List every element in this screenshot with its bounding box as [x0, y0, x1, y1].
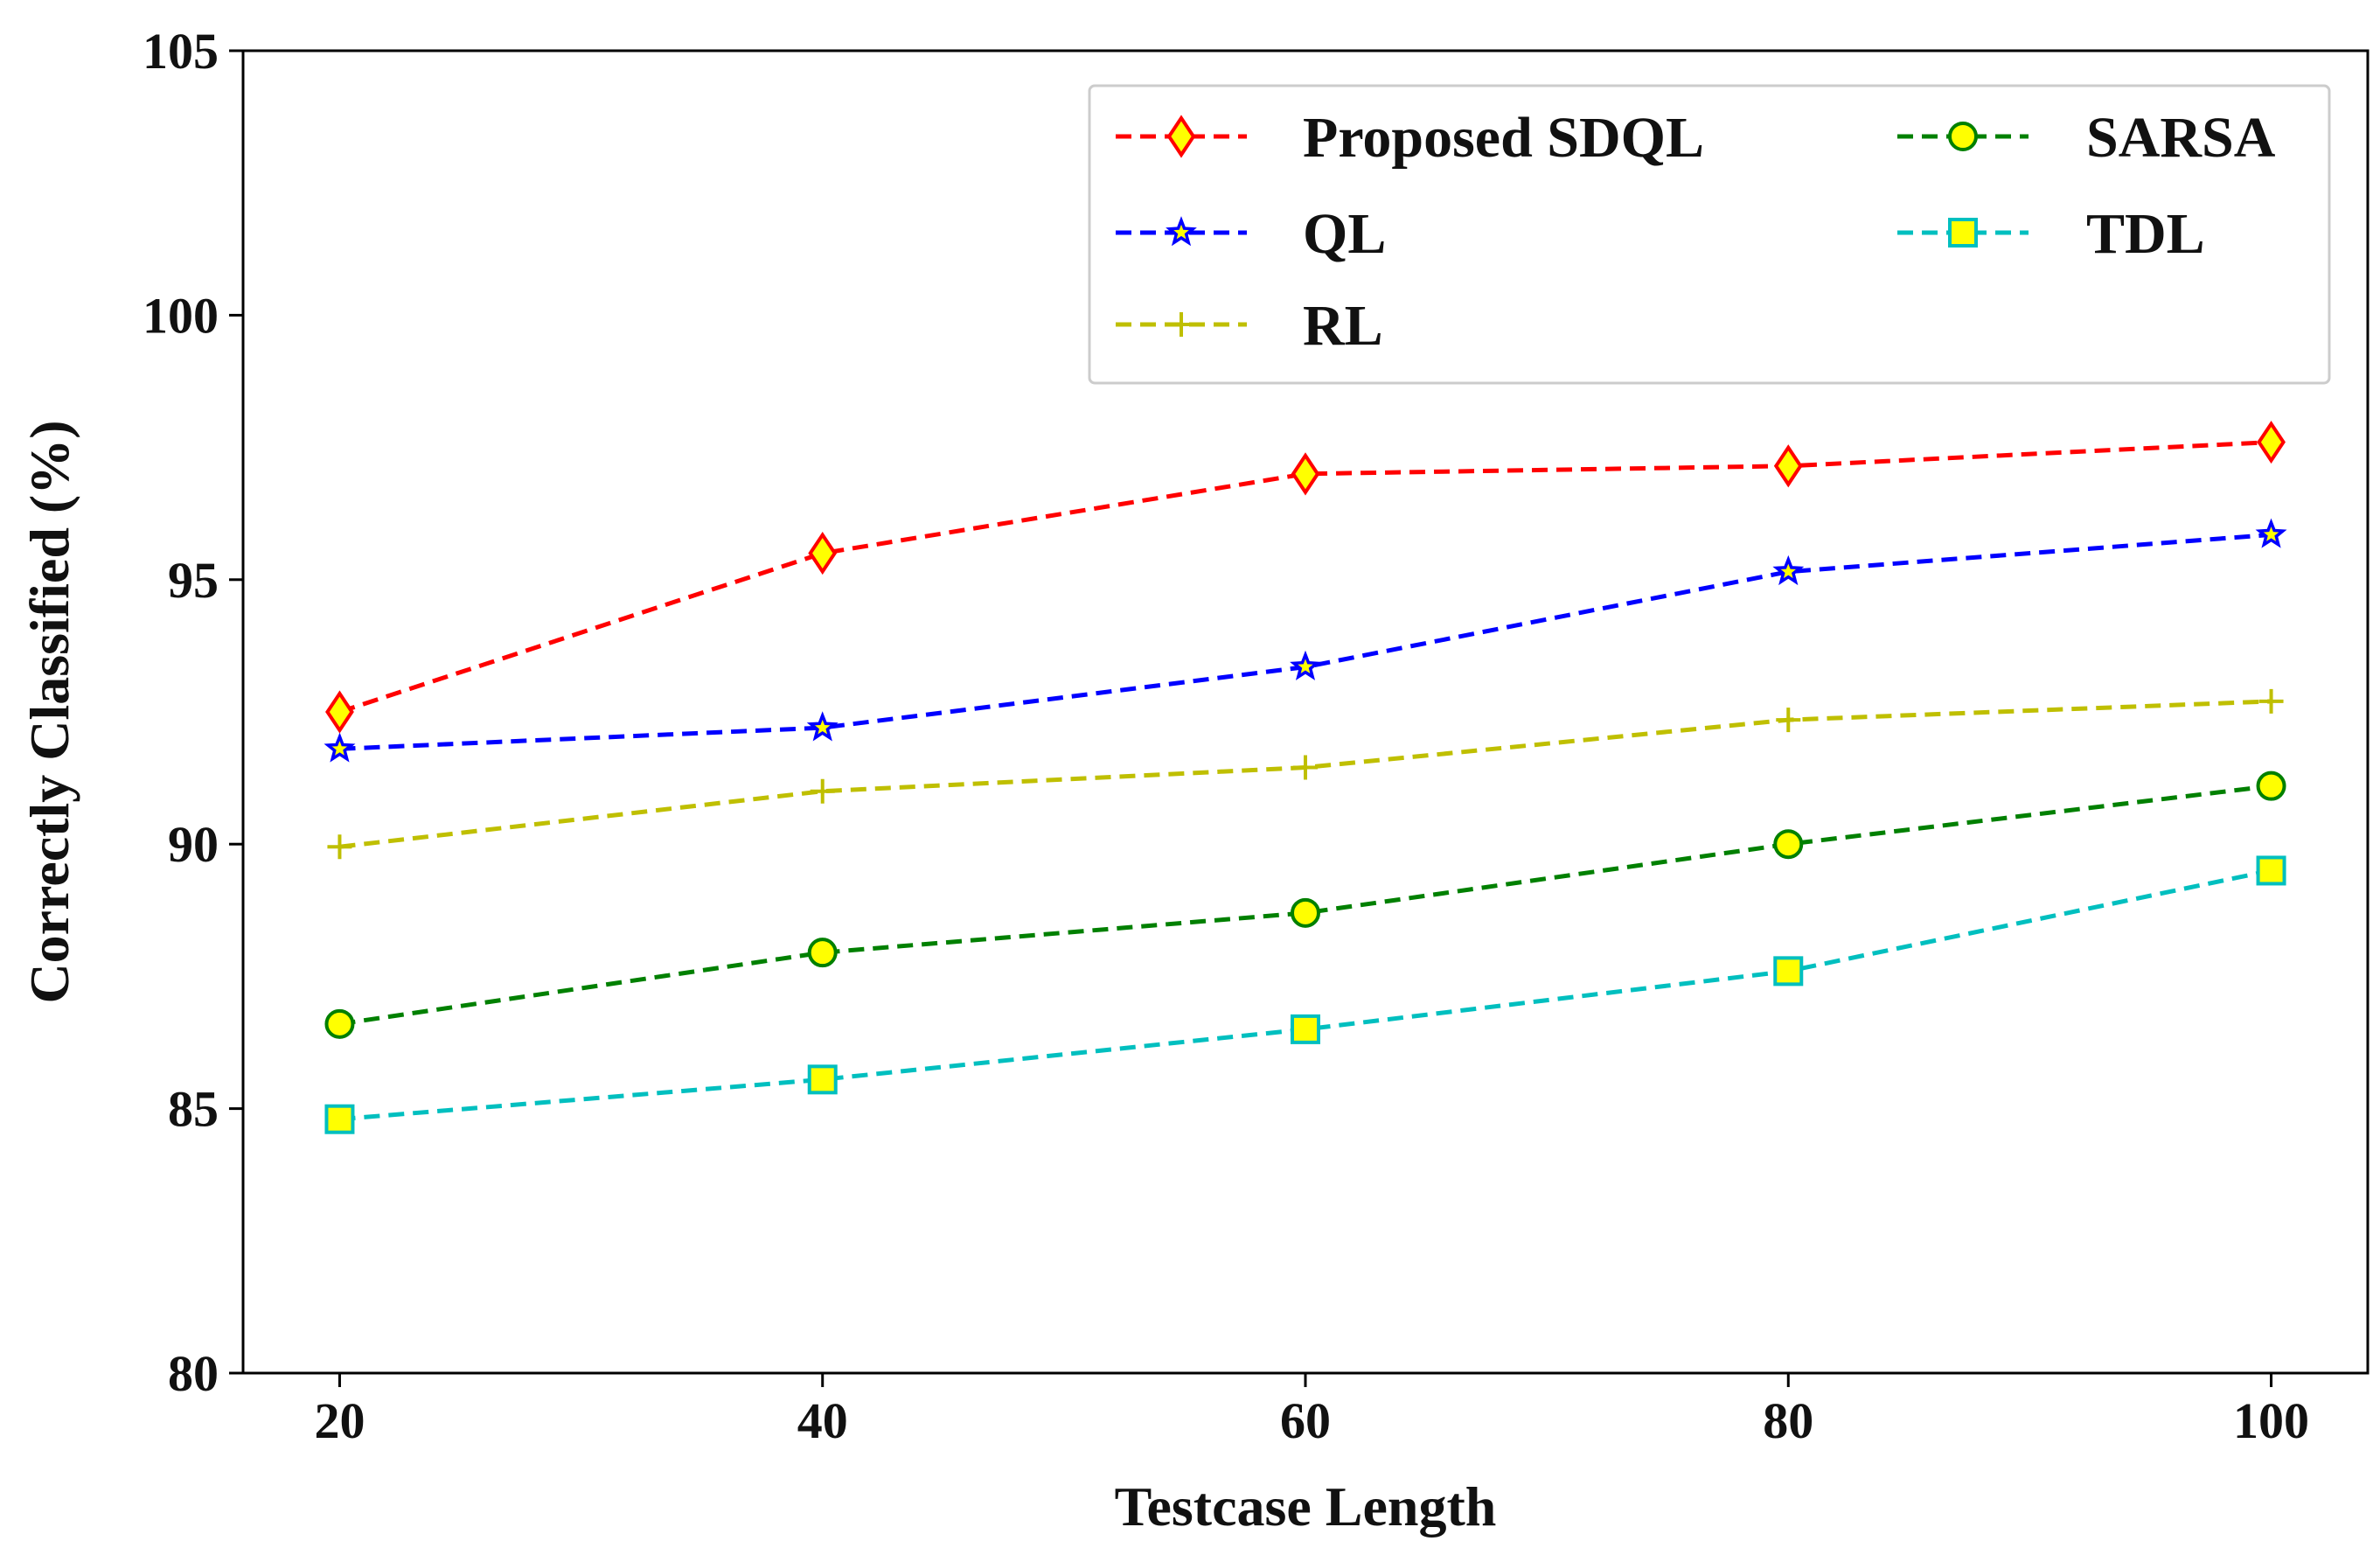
y-tick-label: 105 — [143, 23, 219, 80]
series-line-sarsa — [339, 784, 2272, 1027]
legend-box — [1088, 84, 2331, 385]
data-point-proposed-sdql — [1773, 444, 1803, 488]
x-tick-label: 20 — [314, 1392, 365, 1449]
y-axis-title: Correctly Classified (%) — [18, 420, 80, 1003]
legend-entry-ql: QL — [1116, 202, 1386, 266]
legend-label: TDL — [2086, 202, 2205, 266]
legend-entry-tdl: TDL — [1897, 202, 2205, 266]
legend-entry-rl: RL — [1116, 294, 1383, 358]
data-point-ql — [1772, 554, 1805, 586]
legend-marker-proposed-sdql — [1166, 115, 1196, 158]
x-axis-title: Testcase Length — [1115, 1475, 1497, 1538]
data-point-sarsa — [2256, 771, 2286, 801]
legend-label: SARSA — [2086, 106, 2276, 170]
data-point-tdl — [1773, 956, 1804, 987]
data-point-ql — [1290, 650, 1321, 680]
data-point-proposed-sdql — [2257, 420, 2286, 464]
y-axis: 80 85 90 95 100 105 — [143, 23, 243, 1402]
data-point-sarsa — [807, 938, 838, 968]
y-tick-label: 80 — [168, 1345, 219, 1402]
data-point-proposed-sdql — [1291, 452, 1320, 496]
legend-marker-ql — [1166, 216, 1197, 247]
legend-label: Proposed SDQL — [1303, 106, 1704, 170]
series-sarsa — [324, 771, 2286, 1039]
data-point-sarsa — [1773, 829, 1804, 860]
data-point-sarsa — [324, 1008, 355, 1039]
data-point-rl — [2258, 688, 2284, 714]
x-tick-label: 40 — [797, 1392, 848, 1449]
series-ql — [324, 518, 2287, 763]
data-point-proposed-sdql — [808, 531, 838, 575]
x-tick-label: 60 — [1280, 1392, 1331, 1449]
data-point-tdl — [2256, 855, 2286, 886]
y-tick-label: 90 — [168, 816, 219, 873]
x-tick-label: 80 — [1763, 1392, 1813, 1449]
data-point-rl — [1293, 755, 1318, 780]
data-point-tdl — [324, 1104, 355, 1134]
data-point-rl — [810, 778, 835, 804]
legend-marker-sarsa — [1948, 122, 1978, 151]
data-point-proposed-sdql — [325, 690, 354, 734]
legend-label: RL — [1303, 294, 1383, 358]
data-point-rl — [327, 834, 352, 860]
legend-marker-tdl — [1948, 218, 1978, 248]
y-tick-label: 95 — [168, 552, 219, 609]
series-proposed-sdql — [325, 420, 2286, 734]
y-tick-label: 100 — [143, 287, 219, 344]
data-point-ql — [2255, 518, 2287, 548]
data-point-sarsa — [1291, 897, 1320, 928]
data-point-tdl — [1291, 1014, 1320, 1044]
data-point-ql — [324, 732, 356, 763]
x-axis: 20 40 60 80 100 — [314, 1373, 2309, 1449]
series-rl — [327, 688, 2284, 860]
data-point-ql — [806, 711, 839, 742]
data-point-rl — [1776, 708, 1801, 733]
legend-entry-proposed-sdql: Proposed SDQL — [1116, 106, 1704, 170]
series-line-proposed-sdql — [338, 440, 2272, 715]
x-tick-label: 100 — [2233, 1392, 2309, 1449]
series-tdl — [324, 855, 2286, 1134]
legend-entry-sarsa: SARSA — [1897, 106, 2276, 170]
data-point-tdl — [807, 1064, 838, 1095]
y-tick-label: 85 — [168, 1081, 219, 1138]
legend: Proposed SDQL QL RL SARSA TDL — [1088, 84, 2331, 385]
plot-layer — [324, 420, 2287, 1134]
series-line-ql — [339, 532, 2272, 751]
legend-label: QL — [1303, 202, 1386, 266]
legend-marker-rl — [1169, 312, 1193, 337]
